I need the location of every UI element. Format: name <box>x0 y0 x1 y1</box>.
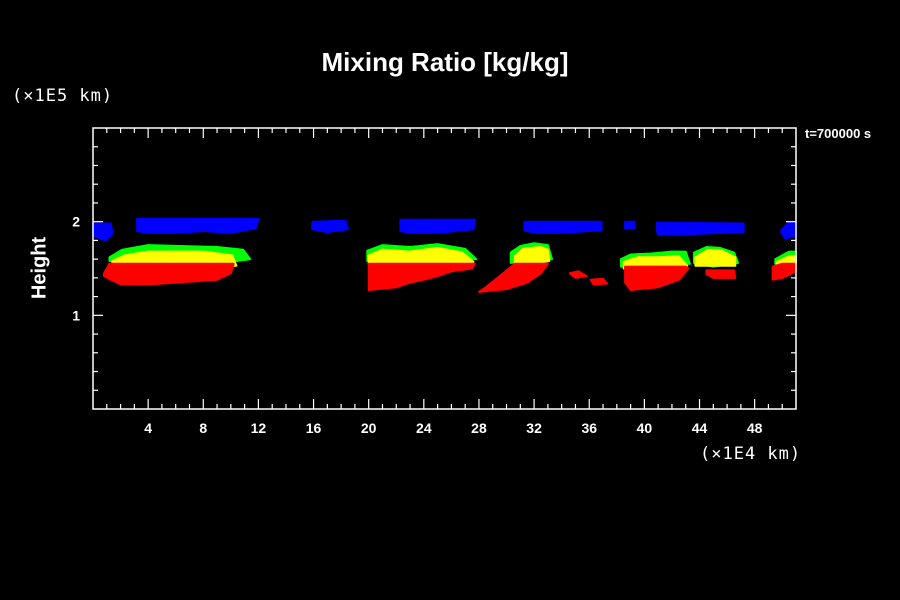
region-red-5 <box>589 277 609 286</box>
x-tick-label: 40 <box>637 420 653 436</box>
region-blue-3 <box>311 219 349 233</box>
x-tick-label: 28 <box>471 420 487 436</box>
y-tick-label: 2 <box>72 214 80 230</box>
region-blue-4 <box>399 218 476 234</box>
x-tick-label: 12 <box>251 420 267 436</box>
region-blue-5 <box>523 220 603 234</box>
y-tick-label: 1 <box>72 307 80 323</box>
region-red-1 <box>103 262 235 286</box>
region-red-4 <box>568 270 588 279</box>
region-yellow-5 <box>694 248 737 267</box>
region-blue-1 <box>92 222 114 242</box>
plot-frame <box>92 127 797 410</box>
region-red-7 <box>705 269 737 279</box>
x-tick-label: 20 <box>361 420 377 436</box>
region-blue-8 <box>779 220 797 240</box>
region-red-6 <box>624 265 690 291</box>
x-tick-label: 32 <box>526 420 542 436</box>
time-label: t=700000 s <box>805 126 872 141</box>
y-axis-unit: (×1E5 km) <box>12 86 114 106</box>
region-yellow-4 <box>622 255 689 270</box>
x-tick-label: 48 <box>747 420 763 436</box>
region-red-3 <box>478 262 549 293</box>
chart-title: Mixing Ratio [kg/kg] <box>321 47 569 77</box>
region-blue-2 <box>136 217 260 234</box>
x-tick-label: 16 <box>306 420 322 436</box>
region-blue-7 <box>655 221 745 236</box>
mixing-ratio-regions <box>92 217 797 293</box>
x-tick-label: 24 <box>416 420 432 436</box>
x-tick-label: 36 <box>581 420 597 436</box>
region-red-2 <box>367 262 476 291</box>
x-tick-label: 44 <box>692 420 708 436</box>
x-tick-label: 4 <box>144 420 152 436</box>
x-axis-unit: (×1E4 km) <box>700 444 802 464</box>
axis-ticks <box>93 128 796 409</box>
x-tick-label: 8 <box>199 420 207 436</box>
region-blue-6 <box>624 220 636 230</box>
